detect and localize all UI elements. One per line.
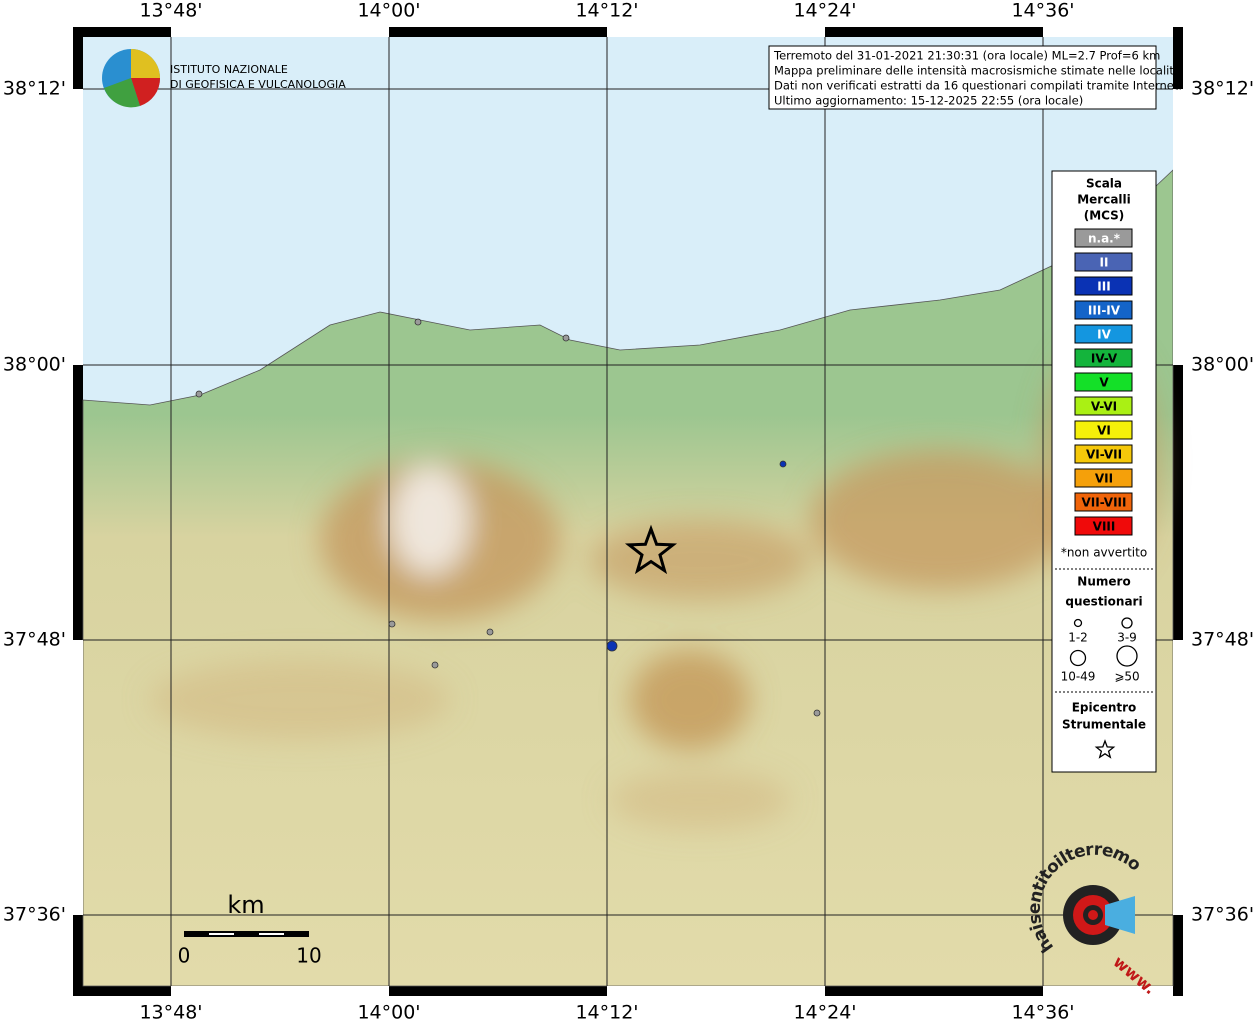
legend-swatch — [1074, 420, 1133, 440]
legend-label: n.a.* — [1088, 232, 1121, 246]
lat-label: 37°36' — [3, 904, 66, 926]
info-lines: Terremoto del 31-01-2021 21:30:31 (ora l… — [773, 49, 1182, 108]
lon-label: 14°36' — [1011, 0, 1074, 22]
lon-label: 14°00' — [357, 1002, 420, 1024]
legend-label: VII-VIII — [1081, 496, 1126, 510]
report — [606, 640, 618, 652]
legend-title: Scala — [1086, 177, 1122, 191]
lat-label: 38°12' — [1191, 78, 1254, 100]
legend-swatch — [1074, 252, 1133, 272]
lat-label: 37°48' — [3, 629, 66, 651]
legend-size-label: 1-2 — [1068, 631, 1088, 645]
lat-label: 38°12' — [3, 78, 66, 100]
legend-swatch — [1074, 324, 1133, 344]
lat-label: 38°00' — [3, 354, 66, 376]
scale-bar: km 0 10 — [178, 891, 322, 968]
report — [431, 661, 439, 669]
lat-label: 38°00' — [1191, 354, 1254, 376]
legend-size-label: ⩾50 — [1114, 670, 1139, 684]
reports — [195, 318, 821, 717]
lon-label: 14°24' — [793, 0, 856, 22]
report — [195, 390, 203, 398]
info-line: Ultimo aggiornamento: 15-12-2025 22:55 (… — [774, 94, 1083, 108]
legend-size-label: 3-9 — [1117, 631, 1137, 645]
legend-label: VII — [1095, 472, 1113, 486]
logo-text: DI GEOFISICA E VULCANOLOGIA — [170, 78, 346, 91]
legend-label: III-IV — [1088, 304, 1121, 318]
legend-size-label: 10-49 — [1061, 670, 1096, 684]
legend-count-title: questionari — [1065, 595, 1142, 609]
lon-label: 14°36' — [1011, 1002, 1074, 1024]
lon-label: 13°48' — [139, 1002, 202, 1024]
legend-swatch — [1074, 444, 1133, 464]
report — [388, 620, 396, 628]
info-line: Dati non verificati estratti da 16 quest… — [774, 79, 1182, 93]
legend-label: VIII — [1093, 520, 1116, 534]
legend-epicenter-title: Epicentro — [1072, 701, 1137, 715]
report — [813, 709, 821, 717]
legend: ScalaMercalli(MCS)n.a.*IIIIIIII-IVIVIV-V… — [1051, 170, 1157, 773]
legend-star — [1094, 739, 1116, 759]
legend-label: IV — [1097, 328, 1111, 342]
lon-label: 14°12' — [575, 1002, 638, 1024]
legend-label: V-VI — [1091, 400, 1117, 414]
report — [486, 628, 494, 636]
legend-size — [1073, 618, 1083, 628]
legend-count-title: Numero — [1077, 575, 1130, 589]
legend-label: VI — [1097, 424, 1111, 438]
legend-swatch — [1074, 492, 1133, 512]
legend-swatch — [1074, 396, 1133, 416]
legend-swatch — [1074, 300, 1133, 320]
legend-label: II — [1100, 256, 1109, 270]
legend-label: V — [1099, 376, 1109, 390]
lon-label: 14°12' — [575, 0, 638, 22]
info-box — [768, 45, 1157, 110]
lat-label: 37°36' — [1191, 904, 1254, 926]
legend-label: III — [1097, 280, 1110, 294]
graticule — [83, 37, 1173, 986]
legend-size — [1069, 649, 1087, 667]
logo-text: ISTITUTO NAZIONALE — [170, 63, 288, 76]
legend-title: Mercalli — [1077, 193, 1131, 207]
legend-swatch — [1074, 276, 1133, 296]
legend-swatch — [1074, 348, 1133, 368]
epicenter — [624, 524, 678, 575]
info-line: Terremoto del 31-01-2021 21:30:31 (ora l… — [773, 49, 1160, 63]
legend-size — [1116, 645, 1138, 667]
info-line: Mappa preliminare delle intensità macros… — [774, 64, 1181, 78]
report — [414, 318, 422, 326]
lat-label: 37°48' — [1191, 629, 1254, 651]
legend-note: *non avvertito — [1061, 546, 1147, 560]
legend-label: VI-VII — [1086, 448, 1122, 462]
legend-swatch — [1074, 516, 1133, 536]
lon-label: 14°00' — [357, 0, 420, 22]
legend-title: (MCS) — [1084, 209, 1125, 223]
legend-swatch — [1074, 468, 1133, 488]
ingv-logo: ISTITUTO NAZIONALE DI GEOFISICA E VULCAN… — [102, 49, 346, 108]
legend-swatch — [1074, 228, 1133, 248]
scale-start: 0 — [178, 944, 191, 968]
legend-swatch — [1074, 372, 1133, 392]
legend-size — [1121, 617, 1133, 629]
lon-label: 14°24' — [793, 1002, 856, 1024]
scale-end: 10 — [296, 944, 321, 968]
lon-label: 13°48' — [139, 0, 202, 22]
report — [562, 334, 570, 342]
report — [779, 460, 787, 468]
frame-ticks — [73, 27, 1183, 996]
legend-label: IV-V — [1091, 352, 1118, 366]
axis-labels: 13°48' 13°48' 14°00' 14°00' 14°12' 14°12' 14°2… — [3, 0, 1254, 1024]
scale-unit: km — [227, 891, 264, 919]
legend-epicenter-title: Strumentale — [1062, 718, 1146, 732]
